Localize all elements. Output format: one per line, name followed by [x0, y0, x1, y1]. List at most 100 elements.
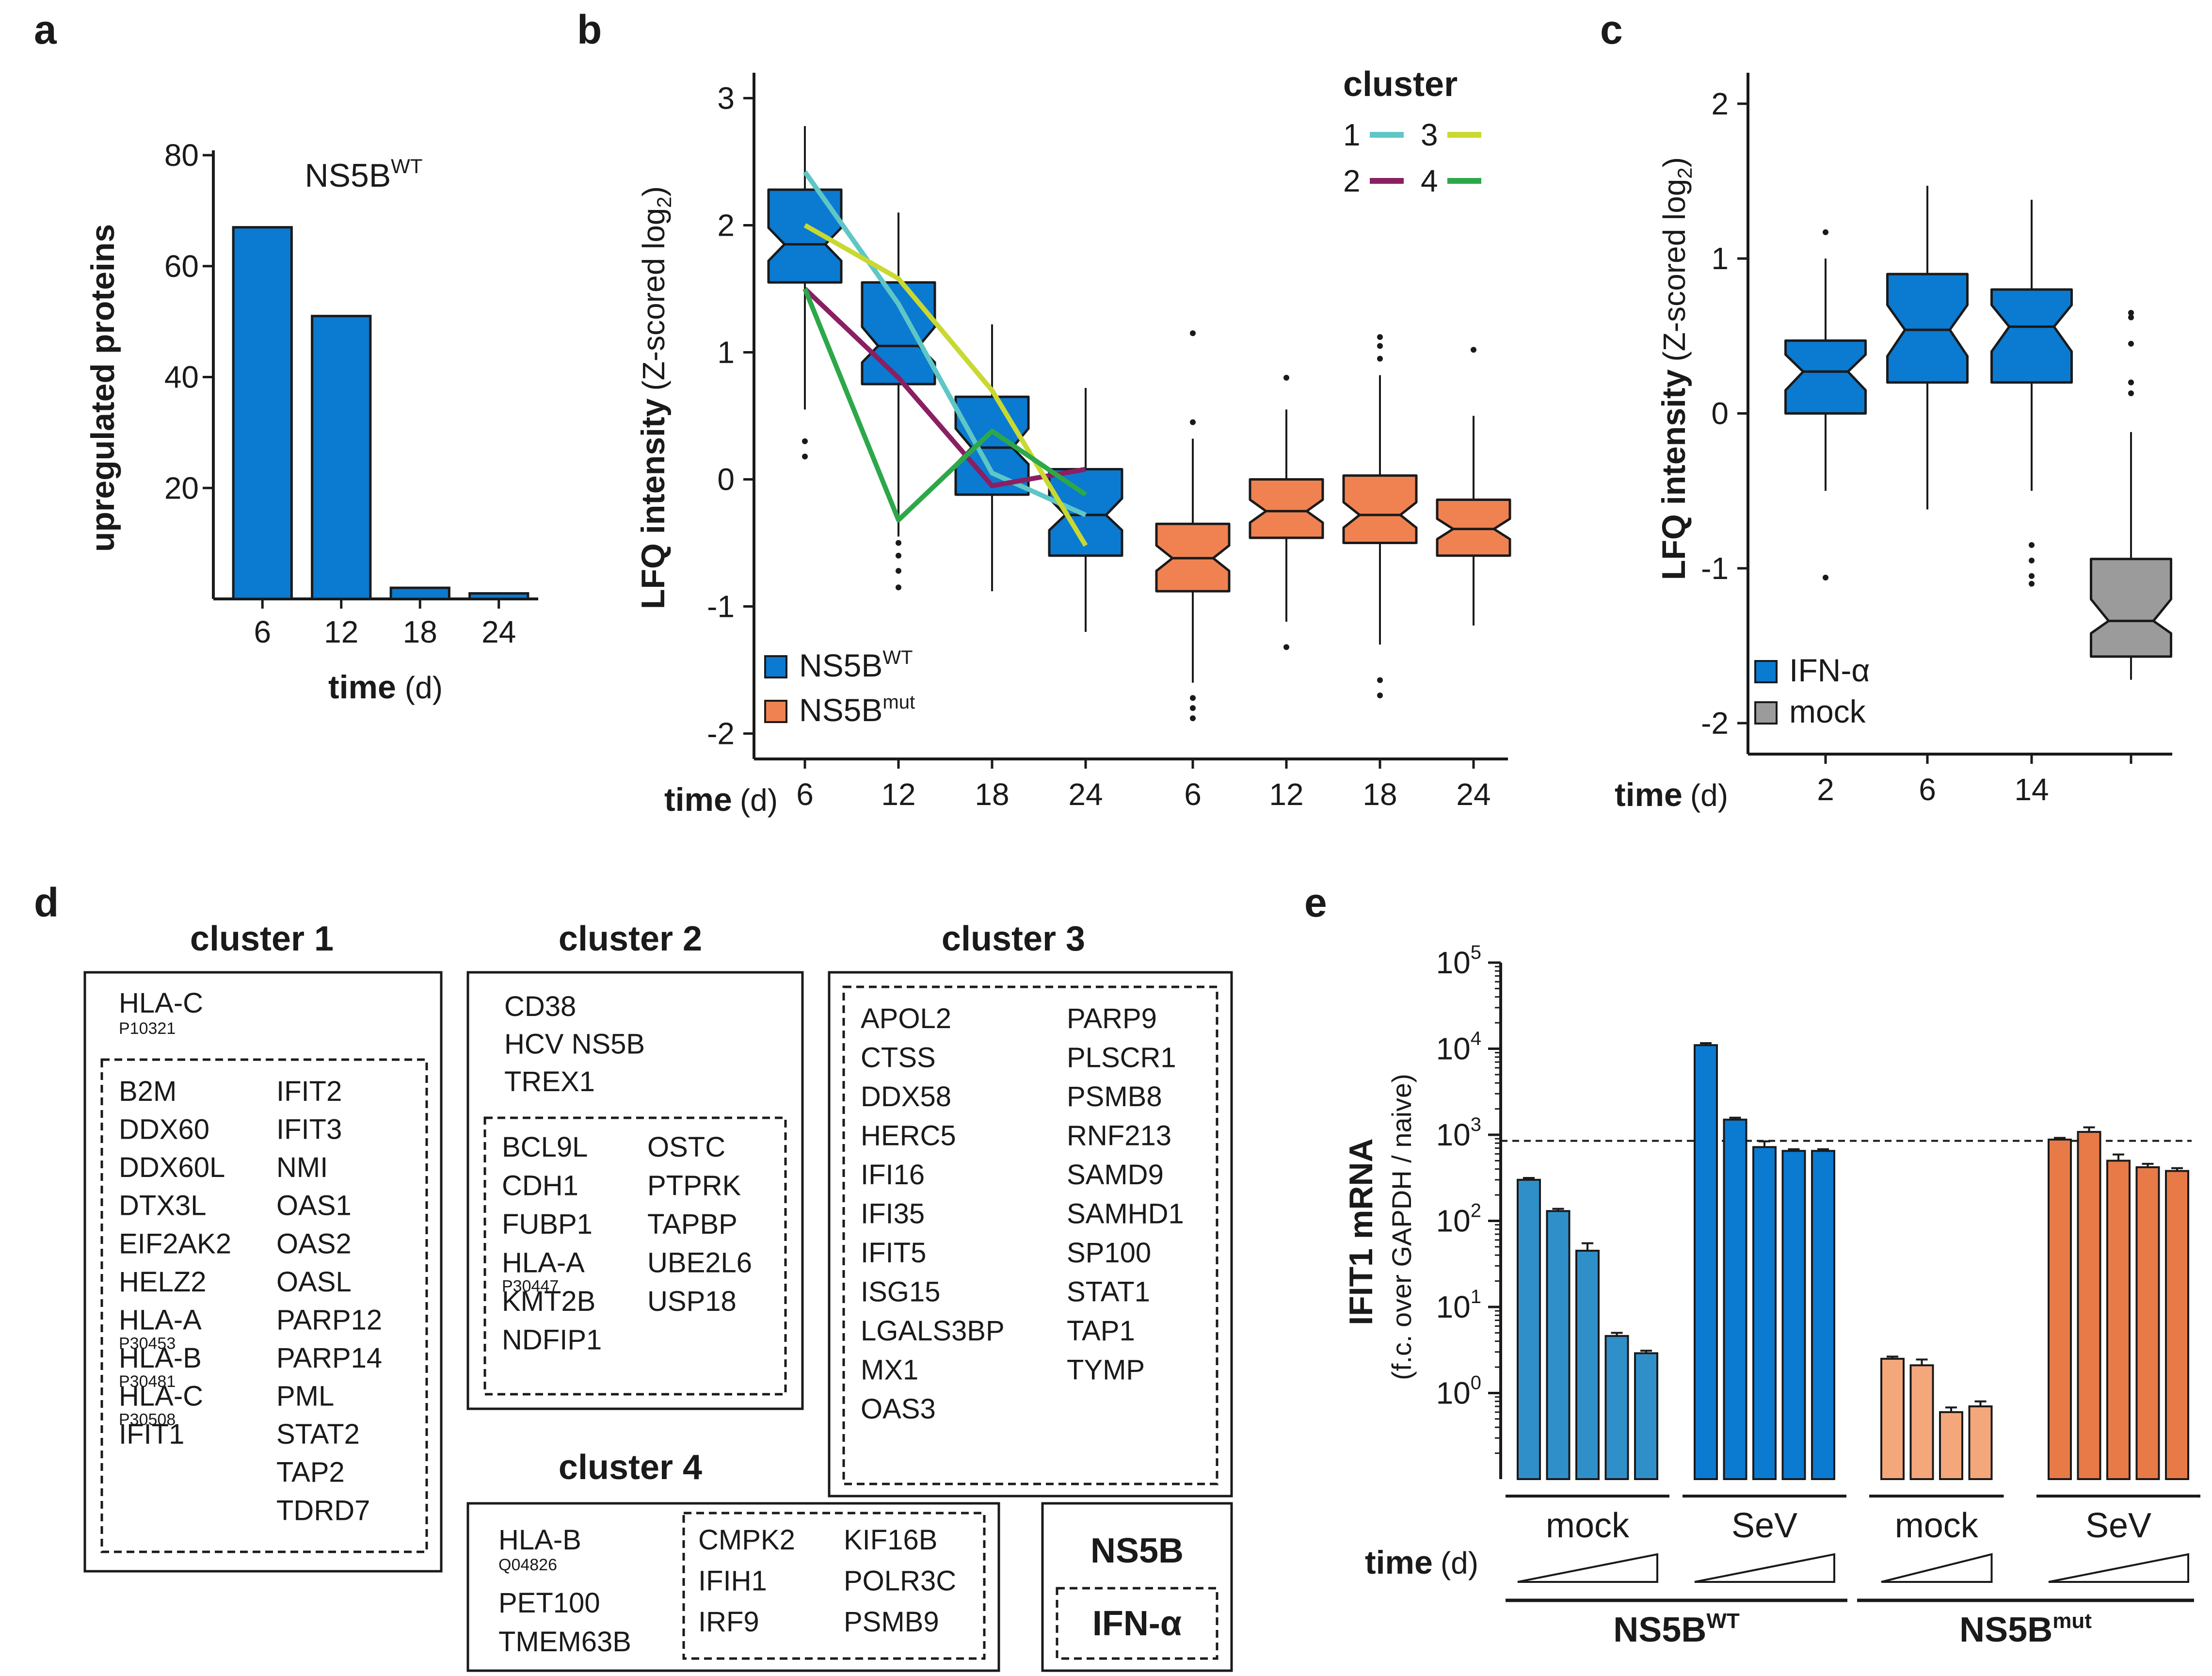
panel-e-y-tick-label: 103 — [1436, 1114, 1481, 1152]
gene: B2M — [119, 1076, 176, 1107]
panel-e-y-tick-base: 10 — [1436, 945, 1471, 980]
panel-c-xlabel-unit: (d) — [1690, 778, 1728, 813]
gene: CTSS — [861, 1042, 936, 1074]
panel-b-ylabel-sub: 2 — [653, 196, 675, 208]
gene: DDX58 — [861, 1081, 951, 1112]
panel-e-bar — [1546, 1210, 1571, 1481]
panel-e-bar — [2048, 1138, 2072, 1480]
panel-a-xlabel-unit: (d) — [405, 670, 443, 705]
gene: LGALS3BP — [861, 1315, 1005, 1347]
gene: PTPRK — [647, 1170, 741, 1202]
panel-b-outlier — [1190, 419, 1196, 425]
gene-accession: Q04826 — [498, 1556, 557, 1574]
panel-b-box — [861, 281, 936, 386]
panel-e-super-label: NS5Bmut — [1959, 1609, 2092, 1649]
cluster-legend-label: 2 — [1343, 163, 1361, 198]
panel-e-y-tick-exp: 4 — [1471, 1028, 1481, 1049]
cluster-1-ifn-right-list: IFIT2 IFIT3 NMI OAS1 OAS2 OASL PARP12 PARP14 PML… — [276, 1076, 382, 1526]
panel-e-bar — [1811, 1150, 1835, 1480]
gene: MX1 — [861, 1354, 918, 1386]
panel-b-outlier — [896, 540, 901, 546]
panel-b-box — [1436, 498, 1511, 557]
panel-b-outlier — [802, 453, 808, 460]
panel-e-y-tick-label: 101 — [1436, 1286, 1481, 1324]
gene: PML — [276, 1381, 334, 1412]
panel-e-bar — [1575, 1250, 1600, 1480]
panel-b-outlier — [1190, 330, 1196, 337]
panel-a-x-tick-label: 6 — [254, 614, 271, 649]
panel-e-time-wedge — [1694, 1553, 1835, 1583]
gene: BCL9L — [502, 1131, 588, 1163]
gene: SAMHD1 — [1067, 1198, 1184, 1230]
panel-c-ylabel-rest: (Z-scored log — [1657, 179, 1692, 362]
cluster-legend-label: 3 — [1421, 117, 1438, 152]
gene: HELZ2 — [119, 1266, 207, 1298]
gene: HLA-A — [119, 1304, 202, 1336]
cluster-1-ifn-left-list: B2MDDX60DDX60LDTX3LEIF2AK2HELZ2HLA-AP304… — [119, 1076, 231, 1450]
gene: PSMB9 — [844, 1606, 939, 1638]
panel-a-bar — [232, 226, 293, 600]
panel-e-time-wedge — [1517, 1553, 1658, 1583]
panel-e-y-tick-base: 10 — [1436, 1376, 1471, 1411]
panel-c-outlier — [2029, 573, 2035, 579]
panel-a-bar — [311, 315, 372, 600]
panel-a-ylabel: upregulated proteins — [84, 224, 121, 552]
panel-c-y-tick-label: -1 — [1701, 551, 1729, 586]
gene: STAT1 — [1067, 1276, 1150, 1308]
panel-b-ylabel-main: LFQ intensity — [635, 398, 672, 609]
panel-b-legend-title: cluster — [1343, 65, 1458, 104]
panel-b-y-tick-label: 3 — [717, 81, 735, 115]
gene: IFIT3 — [276, 1114, 342, 1145]
cluster-legend-label: 1 — [1343, 117, 1361, 152]
cluster-2-ns5b-list: CD38 HCV NS5B TREX1 — [504, 991, 645, 1097]
panel-e-time-wedge — [1881, 1553, 1993, 1583]
panel-b-xlabel-unit: (d) — [740, 783, 778, 818]
key-ifn-label: IFN-α — [1092, 1604, 1182, 1643]
gene: DDX60L — [119, 1152, 225, 1183]
panel-b-xlabel-main: time — [664, 781, 732, 818]
panel-a-bar-chart: upregulated proteins NS5BWT time (d) 20 40… — [84, 138, 538, 706]
panel-c-xlabel-main: time — [1615, 776, 1683, 813]
panel-e-bar — [2135, 1166, 2160, 1481]
gene: HLA-A — [502, 1247, 585, 1279]
panel-b-x-tick-label: 18 — [1362, 777, 1397, 812]
panel-c-xlabel: time (d) — [1615, 776, 1728, 813]
panel-e-y-tick-exp: 0 — [1471, 1372, 1481, 1394]
cluster-4-ifn-left-list: CMPK2 IFIH1 IRF9 — [698, 1524, 795, 1638]
gene: HLA-C — [119, 987, 203, 1019]
cluster-legend-label: 4 — [1421, 163, 1438, 198]
panel-e-y-tick-exp: 1 — [1471, 1286, 1481, 1307]
panel-e-y-tick-label: 105 — [1436, 942, 1481, 980]
gene: HLA-B — [119, 1342, 202, 1374]
panel-e-bar — [1752, 1146, 1777, 1480]
panel-e-group-label: SeV — [1731, 1506, 1797, 1545]
panel-c-outlier — [2128, 314, 2134, 321]
gene: OAS2 — [276, 1228, 352, 1259]
panel-b-x-tick-label: 6 — [1184, 777, 1202, 812]
panel-a-x-tick-label: 18 — [403, 614, 437, 649]
gene: DDX60 — [119, 1114, 209, 1145]
gene: HERC5 — [861, 1120, 956, 1152]
panel-c-box — [2090, 558, 2172, 658]
panel-a-bar — [389, 586, 450, 600]
panel-c-y-tick-label: 2 — [1711, 86, 1729, 121]
gene: TAPBP — [647, 1209, 737, 1240]
panel-e-bar — [2077, 1131, 2101, 1481]
gene: APOL2 — [861, 1003, 951, 1034]
panel-e-y-tick-exp: 5 — [1471, 942, 1481, 963]
panel-c-outlier — [2029, 557, 2035, 564]
panel-b-legend-label: NS5Bmut — [799, 692, 915, 728]
panel-c-x-tick-label: 14 — [2014, 772, 2049, 807]
panel-c-outlier — [2128, 309, 2134, 316]
panel-c-legend-label: IFN-α — [1789, 652, 1870, 688]
panel-c-legend-swatch — [1754, 660, 1778, 683]
panel-c-y-tick-label: -2 — [1701, 706, 1729, 741]
panel-c-ylabel: LFQ intensity (Z-scored log2) — [1655, 157, 1696, 580]
panel-e-bar — [1694, 1044, 1718, 1481]
gene: OSTC — [647, 1131, 725, 1163]
panel-e-bar — [1634, 1352, 1658, 1480]
panel-e-bar — [1723, 1118, 1747, 1481]
panel-b-outlier — [896, 552, 901, 559]
gene: OASL — [276, 1266, 352, 1298]
cluster-1-ifn-box — [100, 1058, 428, 1553]
